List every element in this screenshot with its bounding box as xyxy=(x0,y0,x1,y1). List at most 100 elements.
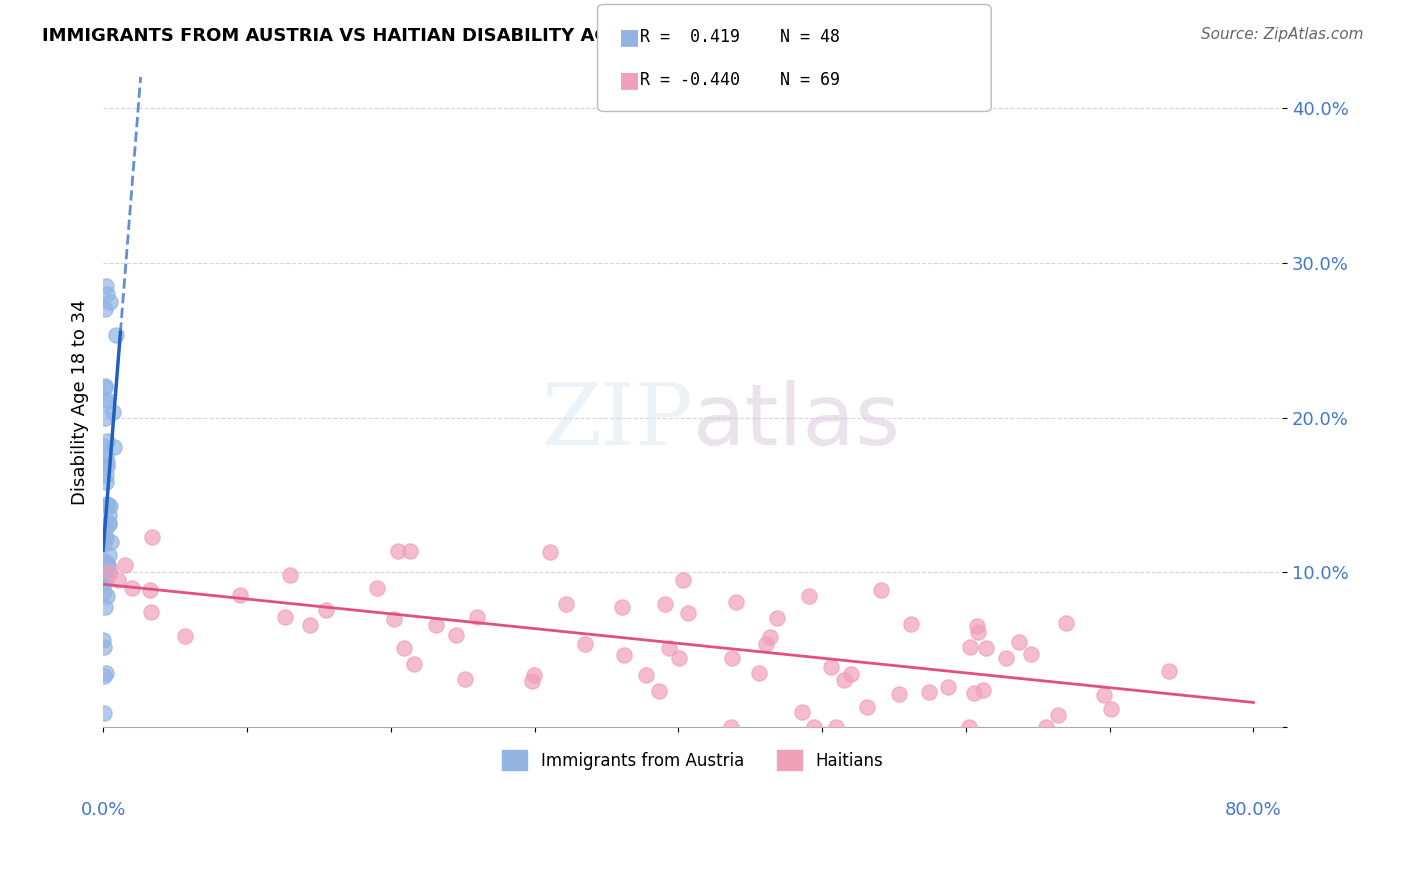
Point xyxy=(93,600,115,615)
Point xyxy=(402,657,425,672)
Point xyxy=(366,581,388,595)
Text: IMMIGRANTS FROM AUSTRIA VS HAITIAN DISABILITY AGE 18 TO 34 CORRELATION CHART: IMMIGRANTS FROM AUSTRIA VS HAITIAN DISAB… xyxy=(42,27,939,45)
Point xyxy=(974,640,997,655)
Point xyxy=(1054,615,1077,630)
Point xyxy=(720,651,742,665)
Point xyxy=(174,628,197,642)
Point xyxy=(139,582,162,597)
Point xyxy=(93,524,115,538)
Point xyxy=(748,666,770,681)
Point xyxy=(97,499,120,513)
Point xyxy=(97,559,120,574)
Point xyxy=(96,558,118,572)
Point xyxy=(574,637,596,651)
Point xyxy=(98,516,121,531)
Point xyxy=(995,650,1018,665)
Point xyxy=(98,294,121,309)
Legend: Immigrants from Austria, Haitians: Immigrants from Austria, Haitians xyxy=(495,743,890,777)
Text: 0.0%: 0.0% xyxy=(80,801,125,819)
Point xyxy=(856,700,879,714)
Point xyxy=(900,617,922,632)
Point xyxy=(107,573,129,587)
Point xyxy=(824,720,846,734)
Point xyxy=(755,637,778,651)
Point xyxy=(94,450,117,464)
Point xyxy=(94,279,117,293)
Point xyxy=(93,668,115,682)
Point xyxy=(94,666,117,681)
Point xyxy=(832,673,855,687)
Point xyxy=(382,612,405,626)
Point xyxy=(96,468,118,483)
Point xyxy=(636,668,658,682)
Point xyxy=(959,640,981,654)
Point xyxy=(91,632,114,647)
Text: atlas: atlas xyxy=(693,380,901,463)
Point xyxy=(94,380,117,394)
Point xyxy=(94,395,117,409)
Point xyxy=(1008,635,1031,649)
Point xyxy=(93,410,115,425)
Point xyxy=(613,648,636,662)
Point xyxy=(392,640,415,655)
Text: 80.0%: 80.0% xyxy=(1225,801,1282,819)
Point xyxy=(889,687,911,701)
Point xyxy=(93,706,115,721)
Point xyxy=(96,434,118,448)
Point xyxy=(820,660,842,674)
Text: ZIP: ZIP xyxy=(541,380,693,463)
Point xyxy=(273,609,295,624)
Point xyxy=(96,589,118,603)
Point xyxy=(522,673,544,688)
Point xyxy=(93,567,115,582)
Point xyxy=(96,454,118,468)
Text: ■: ■ xyxy=(619,28,640,47)
Y-axis label: Disability Age 18 to 34: Disability Age 18 to 34 xyxy=(72,300,89,505)
Point xyxy=(387,543,409,558)
Point xyxy=(538,545,561,559)
Point xyxy=(1099,702,1122,716)
Point xyxy=(1092,688,1115,702)
Point xyxy=(1019,647,1042,661)
Point xyxy=(93,537,115,551)
Point xyxy=(454,672,477,686)
Point xyxy=(96,459,118,474)
Text: Source: ZipAtlas.com: Source: ZipAtlas.com xyxy=(1201,27,1364,42)
Point xyxy=(957,720,980,734)
Point xyxy=(114,558,136,572)
Point xyxy=(93,585,115,599)
Point xyxy=(522,667,544,681)
Point xyxy=(966,618,988,632)
Point xyxy=(91,531,114,545)
Point xyxy=(315,603,337,617)
Point xyxy=(797,589,820,603)
Point xyxy=(96,392,118,407)
Point xyxy=(103,441,125,455)
Point xyxy=(668,650,690,665)
Point xyxy=(98,566,121,580)
Point xyxy=(554,597,576,611)
Point xyxy=(96,287,118,301)
Point xyxy=(298,617,321,632)
Point xyxy=(425,618,447,632)
Point xyxy=(658,640,681,655)
Point xyxy=(94,378,117,392)
Point xyxy=(98,566,121,581)
Point xyxy=(648,684,671,698)
Point xyxy=(280,568,302,582)
Point xyxy=(98,508,121,523)
Point xyxy=(759,631,782,645)
Point xyxy=(141,605,163,619)
Point xyxy=(839,666,862,681)
Point xyxy=(97,548,120,562)
Point xyxy=(229,588,252,602)
Point xyxy=(766,611,789,625)
Point xyxy=(963,686,986,700)
Point xyxy=(98,499,121,513)
Point xyxy=(1157,664,1180,678)
Point xyxy=(97,558,120,572)
Text: R = -0.440    N = 69: R = -0.440 N = 69 xyxy=(640,71,839,89)
Point xyxy=(399,544,422,558)
Point xyxy=(672,574,695,588)
Point xyxy=(93,554,115,568)
